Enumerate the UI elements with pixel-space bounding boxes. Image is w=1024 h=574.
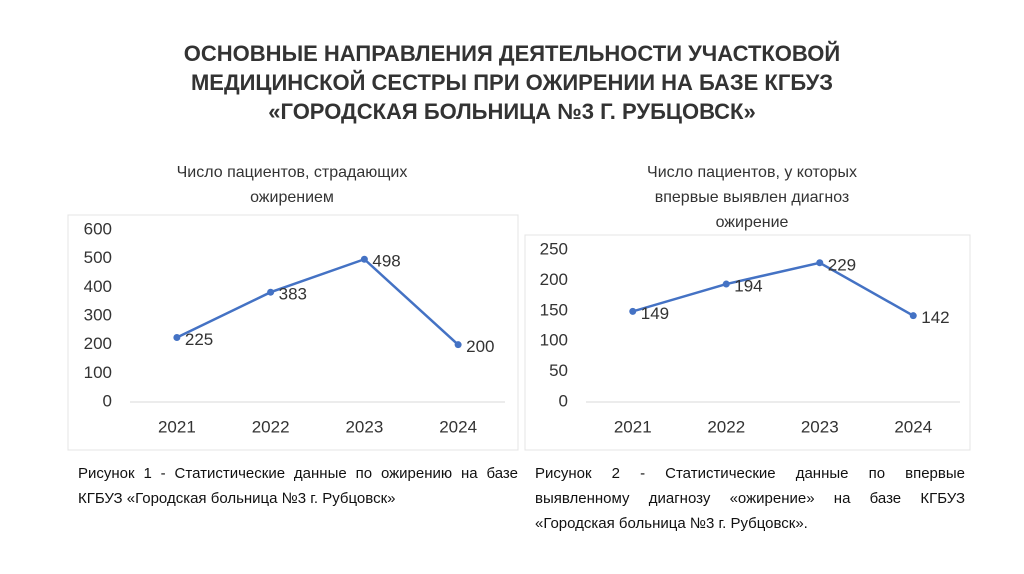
y-tick-label: 0: [103, 391, 112, 410]
x-tick-label: 2023: [801, 417, 839, 436]
y-tick-label: 400: [84, 277, 112, 296]
chart-frame: [67, 214, 519, 451]
data-label: 498: [372, 252, 400, 271]
data-label: 142: [921, 308, 949, 327]
y-tick-label: 200: [540, 270, 568, 289]
marker: [722, 280, 730, 288]
slide-title: «ГОРОДСКАЯ БОЛЬНИЦА №3 Г. РУБЦОВСК»: [268, 99, 755, 124]
data-label: 149: [641, 304, 669, 323]
x-tick-label: 2022: [252, 417, 290, 436]
data-label: 229: [828, 255, 856, 274]
marker: [629, 307, 637, 315]
marker: [173, 334, 181, 341]
data-label: 194: [734, 277, 762, 296]
x-tick-label: 2024: [894, 417, 932, 436]
chart-title: Число пациентов, у которых: [647, 164, 857, 181]
line: [632, 261, 914, 317]
data-label: 383: [279, 285, 307, 304]
x-tick-label: 2021: [158, 417, 196, 436]
y-tick-label: 100: [540, 331, 568, 350]
slide-title: МЕДИЦИНСКОЙ СЕСТРЫ ПРИ ОЖИРЕНИИ НА БАЗЕ …: [191, 70, 833, 95]
chart-title: ожирением: [250, 189, 334, 206]
y-tick-label: 0: [559, 391, 568, 410]
chart-title: ожирение: [716, 214, 789, 231]
y-tick-label: 600: [84, 219, 112, 238]
marker: [816, 259, 824, 267]
caption: Рисунок 2 - Статистические данные по впе…: [535, 465, 965, 532]
chart-title: Число пациентов, страдающих: [177, 164, 408, 181]
y-tick-label: 100: [84, 363, 112, 382]
y-tick-label: 200: [84, 334, 112, 353]
marker: [267, 288, 275, 296]
x-tick-label: 2022: [707, 417, 745, 436]
line: [176, 257, 459, 346]
y-tick-label: 500: [84, 248, 112, 267]
slide-title: ОСНОВНЫЕ НАПРАВЛЕНИЯ ДЕЯТЕЛЬНОСТИ УЧАСТК…: [184, 41, 840, 66]
chart-title: впервые выявлен диагноз: [655, 189, 850, 206]
data-label: 200: [466, 337, 494, 356]
marker: [360, 255, 368, 263]
x-tick-label: 2021: [614, 417, 652, 436]
data-label: 225: [185, 330, 213, 349]
marker: [909, 312, 917, 320]
caption: Рисунок 1 - Статистические данные по ожи…: [78, 465, 518, 507]
y-tick-label: 50: [549, 361, 568, 380]
x-tick-label: 2023: [345, 417, 383, 436]
chart-frame: [524, 234, 971, 451]
y-tick-label: 150: [540, 300, 568, 319]
y-tick-label: 250: [540, 239, 568, 258]
x-tick-label: 2024: [439, 417, 477, 436]
marker: [454, 341, 462, 349]
y-tick-label: 300: [84, 305, 112, 324]
